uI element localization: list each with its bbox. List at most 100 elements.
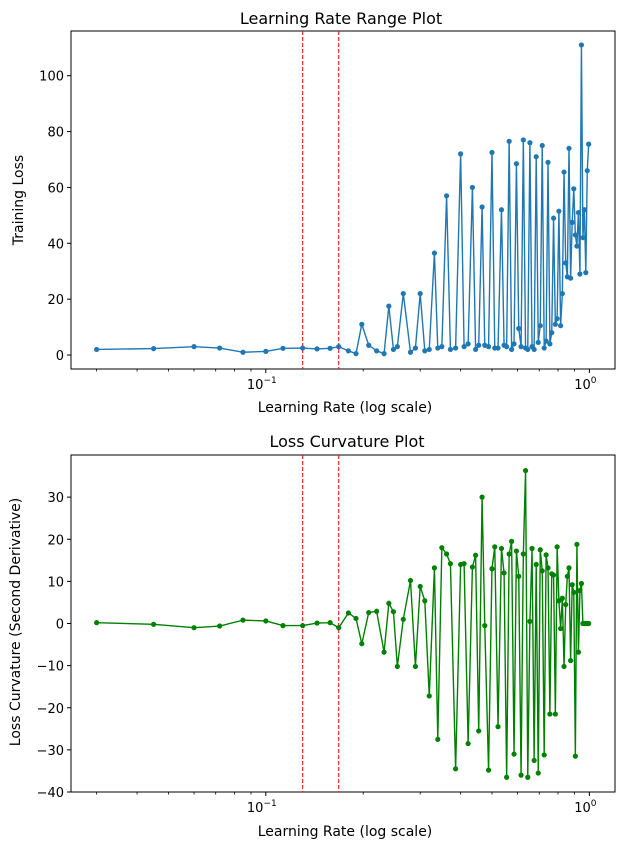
data-point xyxy=(359,641,364,646)
data-point xyxy=(579,42,584,47)
data-point xyxy=(516,574,521,579)
data-point xyxy=(514,161,519,166)
x-axis-label: Learning Rate (log scale) xyxy=(258,400,433,416)
data-point xyxy=(240,618,245,623)
data-point xyxy=(381,650,386,655)
data-point xyxy=(346,348,351,353)
data-point xyxy=(549,330,554,335)
data-point xyxy=(536,340,541,345)
data-point xyxy=(570,220,575,225)
data-point xyxy=(300,345,305,350)
data-point xyxy=(401,617,406,622)
series-line xyxy=(97,45,589,354)
data-point xyxy=(555,544,560,549)
data-point xyxy=(514,548,519,553)
data-point xyxy=(217,345,222,350)
data-point xyxy=(444,551,449,556)
data-point xyxy=(418,291,423,296)
data-point xyxy=(545,160,550,165)
data-point xyxy=(366,343,371,348)
data-point xyxy=(314,620,319,625)
y-tick-label: 0 xyxy=(56,618,64,633)
y-tick-label: −10 xyxy=(37,660,64,675)
data-point xyxy=(507,139,512,144)
data-point xyxy=(577,271,582,276)
y-tick-label: 60 xyxy=(47,181,64,196)
data-point xyxy=(573,754,578,759)
data-point xyxy=(545,565,550,570)
data-point xyxy=(523,468,528,473)
data-point xyxy=(527,140,532,145)
data-point xyxy=(571,186,576,191)
data-point xyxy=(563,602,568,607)
data-point xyxy=(568,276,573,281)
data-point xyxy=(486,768,491,773)
data-point xyxy=(586,142,591,147)
data-point xyxy=(374,609,379,614)
data-point xyxy=(191,625,196,630)
data-point xyxy=(495,724,500,729)
data-point xyxy=(544,552,549,557)
data-point xyxy=(516,326,521,331)
y-tick-label: −30 xyxy=(37,744,64,759)
data-point xyxy=(521,137,526,142)
data-point xyxy=(558,323,563,328)
data-point xyxy=(558,626,563,631)
data-point xyxy=(413,345,418,350)
data-point xyxy=(492,544,497,549)
data-point xyxy=(386,304,391,309)
data-point xyxy=(579,581,584,586)
data-point xyxy=(374,348,379,353)
data-point xyxy=(583,270,588,275)
data-point xyxy=(448,561,453,566)
data-point xyxy=(439,545,444,550)
data-point xyxy=(504,775,509,780)
data-point xyxy=(263,618,268,623)
data-point xyxy=(489,566,494,571)
data-point xyxy=(466,741,471,746)
data-point xyxy=(336,344,341,349)
data-point xyxy=(573,232,578,237)
data-point xyxy=(518,773,523,778)
data-point xyxy=(542,752,547,757)
data-point xyxy=(553,711,558,716)
data-point xyxy=(495,345,500,350)
data-point xyxy=(395,664,400,669)
data-point xyxy=(476,728,481,733)
data-point xyxy=(453,766,458,771)
data-point xyxy=(300,623,305,628)
data-point xyxy=(401,291,406,296)
data-point xyxy=(489,150,494,155)
data-point xyxy=(458,151,463,156)
series-line xyxy=(97,471,589,778)
data-point xyxy=(509,539,514,544)
x-axis-label: Learning Rate (log scale) xyxy=(258,824,433,840)
data-point xyxy=(499,546,504,551)
data-point xyxy=(432,565,437,570)
data-point xyxy=(482,623,487,628)
data-point xyxy=(439,344,444,349)
data-point xyxy=(577,588,582,593)
data-point xyxy=(470,185,475,190)
data-point xyxy=(466,341,471,346)
data-point xyxy=(534,562,539,567)
data-point xyxy=(566,146,571,151)
data-point xyxy=(561,169,566,174)
data-point xyxy=(547,341,552,346)
y-tick-label: 80 xyxy=(47,126,64,141)
data-point xyxy=(560,291,565,296)
data-point xyxy=(532,758,537,763)
data-point xyxy=(511,341,516,346)
data-point xyxy=(532,347,537,352)
data-point xyxy=(576,210,581,215)
data-point xyxy=(540,143,545,148)
data-point xyxy=(525,347,530,352)
data-point xyxy=(217,623,222,628)
data-point xyxy=(422,598,427,603)
x-tick-label: 100 xyxy=(574,376,597,393)
data-point xyxy=(427,347,432,352)
data-point xyxy=(563,260,568,265)
data-point xyxy=(538,547,543,552)
data-point xyxy=(391,609,396,614)
